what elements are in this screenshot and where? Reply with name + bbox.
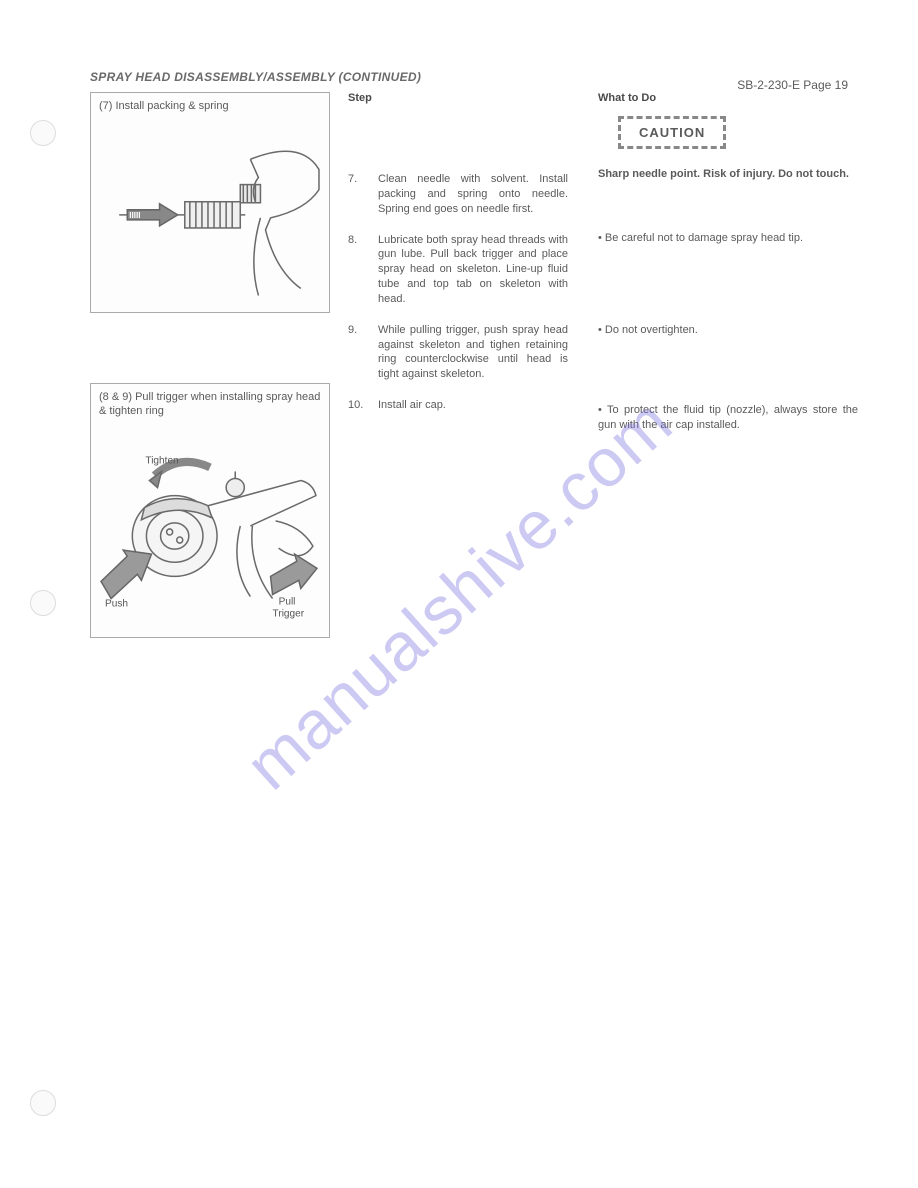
what-8: • Be careful not to damage spray head ti… <box>598 231 858 307</box>
content-grid: (7) Install packing & spring <box>90 92 858 658</box>
svg-text:Tighten: Tighten <box>145 455 178 466</box>
binding-hole <box>30 120 56 146</box>
step-9: 9. While pulling trigger, push spray hea… <box>348 323 568 382</box>
figure-7: (7) Install packing & spring <box>90 92 330 313</box>
what-10: • To protect the fluid tip (nozzle), alw… <box>598 403 858 433</box>
figures-column: (7) Install packing & spring <box>90 92 330 658</box>
what-9: • Do not overtighten. <box>598 323 858 387</box>
binding-hole <box>30 1090 56 1116</box>
whattodo-column: What to Do CAUTION Sharp needle point. R… <box>598 92 858 658</box>
step-number: 8. <box>348 233 366 307</box>
svg-text:Trigger: Trigger <box>273 608 305 619</box>
svg-text:Push: Push <box>105 598 128 609</box>
caution-box: CAUTION <box>618 116 726 149</box>
page-number: SB-2-230-E Page 19 <box>737 78 848 92</box>
steps-header: Step <box>348 92 568 104</box>
figure-7-illustration: IIIII <box>99 119 321 301</box>
binding-hole <box>30 590 56 616</box>
step-text: Clean needle with solvent. Install packi… <box>378 172 568 217</box>
figure-caption: (8 & 9) Pull trigger when installing spr… <box>99 390 321 419</box>
step-text: Lubricate both spray head threads with g… <box>378 233 568 307</box>
step-10: 10. Install air cap. <box>348 398 568 413</box>
svg-text:IIIII: IIIII <box>129 211 140 220</box>
step-7: 7. Clean needle with solvent. Install pa… <box>348 172 568 217</box>
step-text: Install air cap. <box>378 398 568 413</box>
step-number: 10. <box>348 398 366 413</box>
figure-8-9-illustration: Tighten Push Pull Trigger <box>99 425 321 627</box>
whattodo-header: What to Do <box>598 92 858 104</box>
step-8: 8. Lubricate both spray head threads wit… <box>348 233 568 307</box>
step-number: 9. <box>348 323 366 382</box>
figure-caption: (7) Install packing & spring <box>99 99 321 113</box>
steps-column: Step 7. Clean needle with solvent. Insta… <box>348 92 568 658</box>
step-text: While pulling trigger, push spray head a… <box>378 323 568 382</box>
what-7: Sharp needle point. Risk of injury. Do n… <box>598 167 858 215</box>
step-number: 7. <box>348 172 366 217</box>
figure-8-9: (8 & 9) Pull trigger when installing spr… <box>90 383 330 638</box>
text-columns: Step 7. Clean needle with solvent. Insta… <box>348 92 858 658</box>
svg-text:Pull: Pull <box>279 596 296 607</box>
